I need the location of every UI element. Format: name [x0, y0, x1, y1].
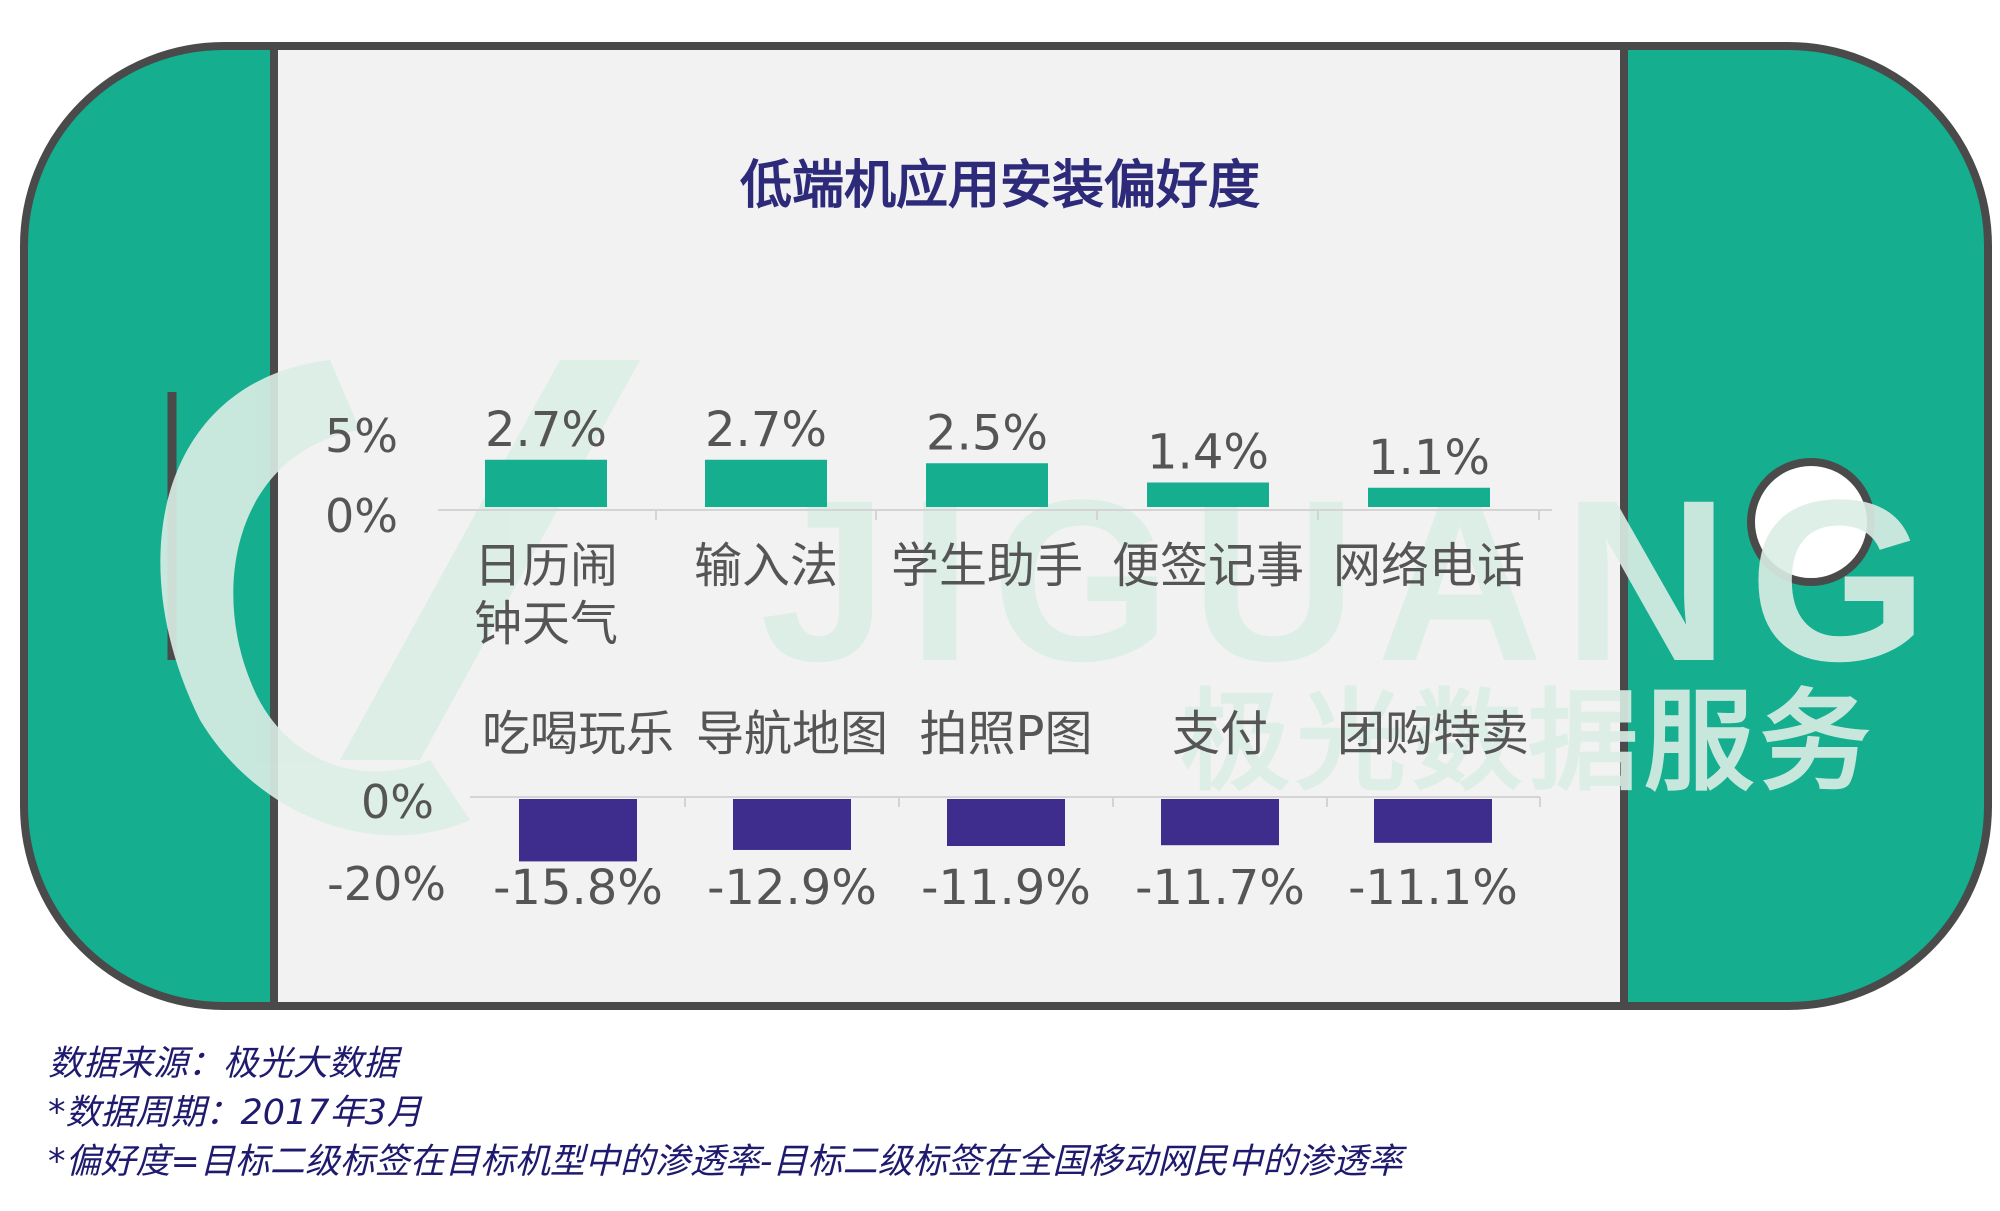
positive-data-label: 1.4%	[1147, 425, 1269, 481]
positive-bar	[926, 463, 1048, 507]
negative-data-label: -11.9%	[921, 860, 1091, 916]
negative-category-label: 导航地图	[696, 706, 888, 762]
chart-title: 低端机应用安装偏好度	[740, 156, 1260, 216]
negative-bar	[519, 799, 637, 862]
negative-data-label: -12.9%	[707, 860, 877, 916]
positive-category-label: 输入法	[694, 538, 838, 594]
negative-bar	[947, 799, 1065, 847]
negative-category-label: 支付	[1172, 706, 1268, 762]
negative-bars: -15.8% 吃喝玩乐 -12.9% 导航地图 -11.9% 拍照P图 -11.7% 支付 -1…	[482, 706, 1541, 916]
negative-ytick-bottom: -20%	[327, 857, 446, 911]
note-period: *数据周期：2017年3月	[48, 1093, 422, 1133]
positive-data-label: 1.1%	[1368, 430, 1490, 486]
watermark-logo-icon	[160, 360, 470, 836]
positive-category-label: 便签记事	[1112, 538, 1304, 594]
home-button-icon	[1747, 458, 1875, 586]
negative-bar	[733, 799, 851, 850]
negative-ytick-zero: 0%	[361, 775, 434, 829]
positive-category-label: 钟天气	[474, 596, 618, 652]
positive-bar	[1368, 487, 1490, 507]
positive-bar	[485, 459, 607, 507]
negative-data-label: -11.7%	[1135, 860, 1305, 916]
positive-category-label: 学生助手	[891, 538, 1083, 594]
positive-data-label: 2.5%	[926, 405, 1048, 461]
positive-category-label: 网络电话	[1333, 538, 1525, 594]
negative-data-label: -15.8%	[493, 860, 663, 916]
positive-category-label: 日历闹	[474, 538, 618, 594]
negative-category-label: 团购特卖	[1337, 706, 1529, 762]
positive-data-label: 2.7%	[705, 402, 827, 458]
positive-bar	[705, 459, 827, 507]
positive-bar	[1147, 482, 1269, 507]
note-definition: *偏好度=目标二级标签在目标机型中的渗透率-目标二级标签在全国移动网民中的渗透率	[48, 1142, 1403, 1182]
positive-ytick-zero: 0%	[325, 489, 398, 543]
negative-bar	[1161, 799, 1279, 846]
negative-bar	[1374, 799, 1492, 843]
negative-category-label: 吃喝玩乐	[482, 706, 674, 762]
footnotes: 数据来源：极光大数据 *数据周期：2017年3月 *偏好度=目标二级标签在目标机…	[48, 1040, 1402, 1187]
note-source: 数据来源：极光大数据	[48, 1044, 399, 1084]
negative-category-label: 拍照P图	[920, 706, 1093, 762]
positive-ytick-top: 5%	[325, 409, 398, 463]
watermark-text-cn: 极光数据服务	[1180, 678, 1876, 806]
positive-data-label: 2.7%	[485, 402, 607, 458]
negative-data-label: -11.1%	[1348, 860, 1518, 916]
